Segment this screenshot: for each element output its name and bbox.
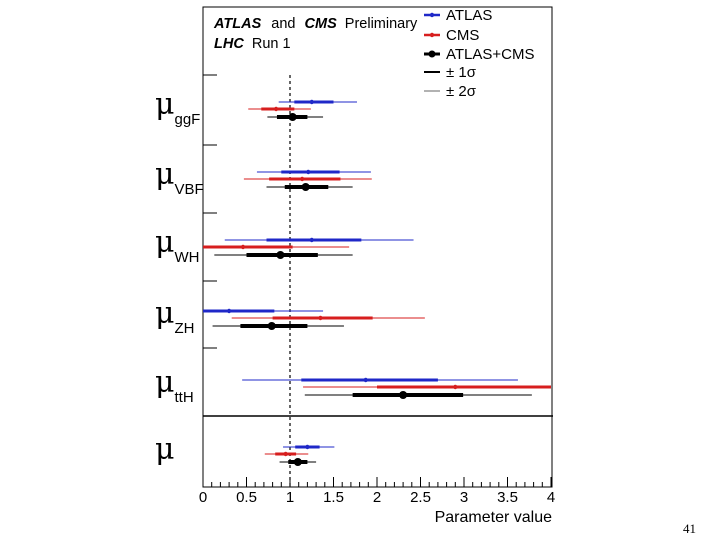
x-tick-label-2: 0.5 [236,489,257,506]
cms-tth-point [453,384,458,390]
header-experiment-cms: CMS [305,16,338,32]
atlas-cms-ggf-point [288,113,297,121]
param-symbol: μ [155,87,175,122]
legend-atlas-marker [429,12,435,18]
legend-cms-label: CMS [446,27,479,44]
atlas-cms-wh-point [276,251,285,259]
atlas-zh-point [226,308,232,314]
x-tick-label-6: 2.5 [410,489,431,506]
atlas-cms-vbf-point [301,183,310,191]
param-subscript: WH [175,249,200,266]
x-tick-label-4: 1.5 [323,489,344,506]
header-run: Run 1 [252,36,291,52]
atlas-vbf-point [306,169,311,175]
param-label-vbf: μVBF [155,157,204,198]
param-label-zh: μZH [155,296,195,337]
legend-1sigma-label: ± 1σ [446,64,477,81]
header-status: Preliminary [345,16,418,32]
chart-header-line2: LHC Run 1 [214,36,291,52]
cms-wh-point [240,244,246,250]
chart-header-line1: ATLAS and CMS Preliminary [213,16,418,32]
header-experiment-atlas: ATLAS [213,16,262,32]
legend-atlas-label: ATLAS [446,7,492,24]
page-number: 41 [683,521,696,536]
legend-atlas-cms-label: ATLAS+CMS [446,46,535,63]
atlas-tth-point [363,377,368,383]
param-subscript: VBF [175,181,204,198]
param-symbol: μ [155,296,175,331]
param-subscript: ggF [175,111,201,128]
param-subscript: ZH [175,320,195,337]
x-tick-label-5: 2 [373,489,381,506]
legend: ATLAS CMS ATLAS+CMS± 1σ ± 2σ [424,7,535,100]
legend-atlas-cms-marker [428,50,436,58]
legend-2sigma-label: ± 2σ [446,83,477,100]
param-subscript: ttH [175,389,194,406]
atlas-ggf-point [309,99,314,105]
atlas-cms-tth-point [399,391,408,399]
cms-mu-point [283,451,288,457]
param-label-mu: μ [155,432,175,467]
param-label-ggf: μggF [155,87,200,128]
param-symbol: μ [155,432,175,467]
x-axis-title: Parameter value [435,509,552,526]
header-machine: LHC [214,36,244,52]
legend-cms-marker [429,32,435,38]
x-tick-label-3: 1 [286,489,294,506]
atlas-cms-zh-point [267,322,276,330]
x-tick-label-1: 0 [199,489,207,506]
atlas-wh-point [309,237,314,243]
cms-ggf-point [273,106,279,112]
data-marks [203,75,553,487]
param-label-tth: μttH [155,365,194,406]
cms-zh-point [318,315,323,321]
header-conjunction: and [271,16,295,32]
atlas-mu-point [305,444,310,450]
y-axis-ticks [203,74,217,349]
param-symbol: μ [155,157,175,192]
x-tick-label-9: 4 [547,489,555,506]
cms-vbf-point [299,176,305,182]
param-symbol: μ [155,225,175,260]
x-tick-label-7: 3 [460,489,468,506]
param-label-wh: μWH [155,225,200,266]
param-symbol: μ [155,365,175,400]
atlas-cms-mu-point [293,458,302,466]
x-tick-label-8: 3.5 [497,489,518,506]
